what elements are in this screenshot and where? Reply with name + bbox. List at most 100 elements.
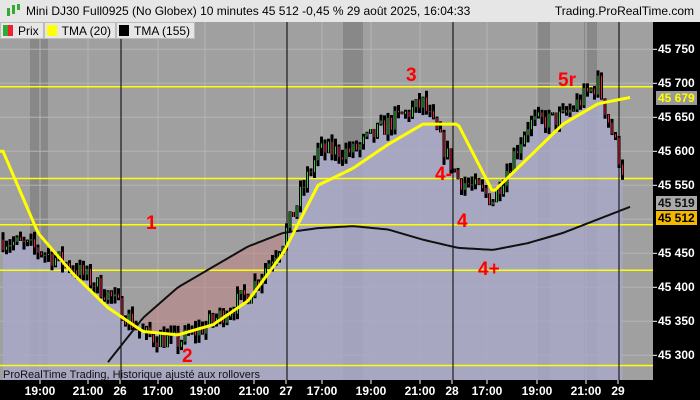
price-tick-label: 45 550 — [658, 178, 695, 193]
candle-body — [219, 310, 221, 319]
candle-body — [391, 117, 392, 130]
candle-body — [184, 329, 186, 342]
candle-body — [160, 333, 161, 347]
time-tick-label: 27 — [279, 384, 293, 398]
candle-body — [352, 143, 354, 153]
candle-body — [34, 239, 35, 248]
candle-body — [433, 111, 434, 118]
candle-body — [114, 294, 116, 297]
candle-body — [41, 252, 42, 256]
candle-body — [240, 290, 242, 294]
candle-body — [517, 151, 518, 154]
annotation-3: 3 — [406, 65, 417, 86]
candle-body — [524, 135, 525, 145]
candle-body — [363, 136, 364, 145]
candle-body — [447, 148, 448, 158]
previous-price-label: 45 519 — [656, 196, 697, 210]
candle-body — [317, 147, 319, 161]
candle-body — [9, 245, 11, 247]
candle-body — [324, 143, 326, 153]
candle-body — [198, 326, 200, 336]
candle-body — [107, 291, 109, 300]
candle-body — [608, 114, 609, 123]
candle-body — [275, 257, 277, 262]
candle-body — [307, 171, 308, 188]
candle-body — [541, 112, 543, 118]
candle-body — [604, 98, 606, 115]
candle-body — [478, 179, 480, 185]
candle-body — [573, 109, 574, 111]
candle-body — [622, 164, 623, 176]
candle-body — [499, 188, 501, 195]
candle-body — [258, 281, 259, 286]
candle-body — [457, 169, 459, 179]
candle-body — [272, 261, 273, 264]
candle-body — [380, 120, 382, 125]
candle-body — [279, 252, 280, 258]
candle-body — [230, 313, 231, 317]
candle-body — [118, 294, 119, 299]
candle-body — [282, 246, 284, 253]
candle-body — [562, 109, 564, 112]
legend-tma155[interactable]: TMA (155) — [116, 22, 196, 39]
candle-body — [104, 297, 105, 300]
candle-body — [394, 110, 396, 130]
candle-body — [97, 278, 98, 287]
candle-body — [422, 97, 424, 108]
candle-body — [583, 87, 585, 106]
time-tick-label: 21:00 — [72, 384, 104, 398]
candle-body — [377, 124, 378, 138]
candle-body — [503, 185, 504, 195]
legend-prix[interactable]: Prix — [0, 22, 44, 39]
candle-body — [93, 285, 95, 287]
candle-body — [489, 193, 490, 205]
candle-body — [286, 227, 287, 247]
candle-body — [475, 179, 476, 185]
candle-body — [51, 253, 53, 266]
candle-body — [293, 211, 294, 217]
candle-body — [496, 188, 497, 202]
annotation-4: 4 — [457, 211, 468, 232]
candle-body — [76, 270, 77, 276]
candle-body — [580, 99, 581, 106]
candle-body — [443, 131, 445, 158]
time-axis — [0, 380, 700, 400]
candle-body — [450, 148, 452, 170]
candle-body — [415, 99, 417, 108]
tma155-line — [107, 205, 631, 363]
candle-body — [244, 290, 245, 295]
time-tick-label: 17:00 — [306, 384, 338, 398]
candle-body — [226, 316, 228, 323]
candle-body — [121, 298, 123, 321]
candle-body — [349, 148, 350, 153]
price-tick-label: 45 450 — [658, 246, 695, 261]
candle-body — [356, 143, 357, 150]
price-tick-label: 45 400 — [658, 280, 695, 295]
candle-body — [370, 129, 371, 133]
candle-body — [212, 314, 214, 323]
candle-body — [384, 120, 385, 135]
candle-body — [177, 331, 179, 347]
candle-body — [468, 183, 469, 185]
candle-body — [83, 264, 84, 275]
time-tick-label: 21:00 — [238, 384, 270, 398]
candle-body — [237, 293, 238, 314]
candle-body — [426, 97, 427, 112]
candle-body — [202, 326, 203, 334]
candle-body — [174, 331, 175, 333]
legend-tma20[interactable]: TMA (20) — [43, 22, 117, 39]
candle-body — [72, 269, 74, 271]
candle-body — [27, 240, 28, 243]
candle-body — [471, 184, 473, 186]
candle-body — [251, 296, 252, 304]
candle-body — [398, 110, 399, 113]
site-name[interactable]: Trading.ProRealTime.com — [554, 4, 694, 18]
price-tick-label: 45 750 — [658, 42, 695, 57]
candle-body — [6, 246, 7, 250]
annotation-4-plus: 4+ — [478, 259, 500, 280]
candle-body — [328, 141, 329, 153]
candle-body — [135, 328, 137, 330]
candle-body — [531, 119, 532, 130]
tma20-swatch-icon — [46, 25, 57, 36]
